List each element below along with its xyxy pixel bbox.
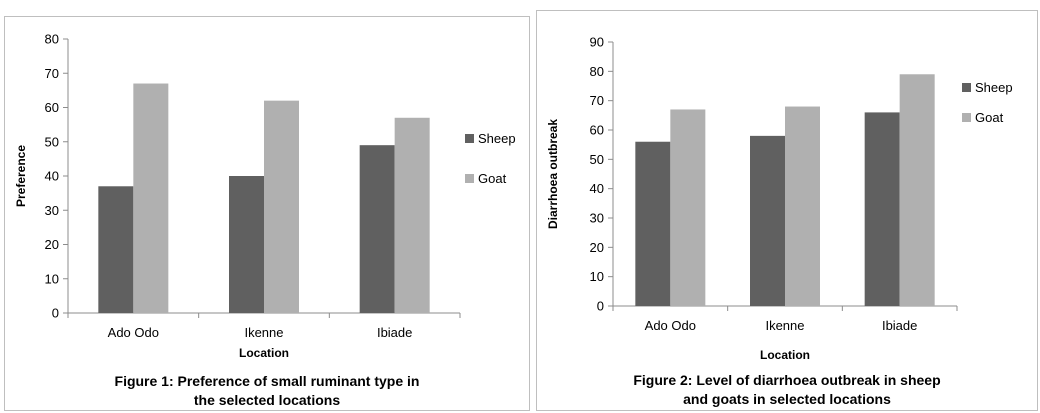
legend-swatch-sheep [465, 134, 474, 143]
y-tick-label: 60 [45, 100, 59, 115]
bar-sheep-ado-odo [98, 186, 134, 313]
legend-swatch-goat [465, 174, 474, 183]
y-tick-label: 70 [45, 66, 59, 81]
y-tick-label: 20 [590, 240, 604, 255]
x-tick-label: Ikenne [765, 318, 804, 333]
legend-label-sheep: Sheep [478, 131, 516, 146]
y-tick-label: 70 [590, 93, 604, 108]
figure-2-caption-line-1: Figure 2: Level of diarrhoea outbreak in… [633, 372, 941, 388]
bar-goat-ikenne [785, 106, 820, 307]
bar-sheep-ikenne [750, 135, 785, 306]
y-tick-label: 0 [52, 306, 59, 321]
chart-panel-1: 0 10 20 30 40 50 60 70 80 Ado Odo Ikenne Ibiade Loca… [4, 16, 530, 411]
x-axis-title: Location [239, 346, 289, 360]
bar-goat-ikenne [264, 100, 299, 314]
figure-1-caption-line-2: the selected locations [193, 392, 341, 408]
y-tick-label: 80 [590, 64, 604, 79]
y-tick-label: 90 [590, 35, 604, 50]
y-tick-label: 80 [45, 32, 59, 47]
y-tick-label: 30 [45, 203, 59, 218]
x-axis-title: Location [760, 348, 810, 362]
y-tick-label: 0 [597, 299, 604, 314]
y-tick-label: 20 [45, 237, 59, 252]
bar-goat-ibiade [899, 74, 935, 306]
x-tick-label: Ikenne [244, 325, 283, 340]
x-tick-label: Ibiade [882, 318, 917, 333]
bar-sheep-ibiade [359, 145, 395, 313]
bar-goat-ibiade [394, 117, 430, 314]
chart-panel-2: 0 10 20 30 40 50 60 70 80 90 Ado Odo Ikenne Ibiade Lo… [536, 10, 1038, 411]
x-tick-label: Ado Odo [645, 318, 696, 333]
legend-swatch-goat [962, 113, 971, 122]
legend-swatch-sheep [962, 83, 971, 92]
bar-sheep-ado-odo [635, 141, 671, 306]
y-tick-label: 10 [45, 271, 59, 286]
figure-1-caption-line-1: Figure 1: Preference of small ruminant t… [114, 373, 420, 389]
legend-label-goat: Goat [975, 110, 1004, 125]
y-axis-title: Diarrhoea outbreak [546, 119, 560, 229]
bar-sheep-ikenne [229, 176, 264, 313]
diarrhoea-outbreak-chart: 0 10 20 30 40 50 60 70 80 90 Ado Odo Ikenne Ibiade Lo… [546, 35, 1013, 363]
y-axis-title: Preference [14, 145, 28, 207]
figure-2-caption: Figure 2: Level of diarrhoea outbreak in… [537, 371, 1037, 409]
bar-goat-ado-odo [670, 109, 706, 306]
figure-2-caption-line-2: and goats in selected locations [683, 391, 891, 407]
y-tick-label: 30 [590, 211, 604, 226]
legend-label-goat: Goat [478, 171, 507, 186]
y-tick-label: 40 [45, 169, 59, 184]
bar-goat-ado-odo [133, 83, 169, 314]
bar-sheep-ibiade [864, 112, 900, 307]
legend-label-sheep: Sheep [975, 80, 1013, 95]
y-tick-label: 50 [590, 152, 604, 167]
y-tick-label: 40 [590, 181, 604, 196]
preference-chart: 0 10 20 30 40 50 60 70 80 Ado Odo Ikenne Ibiade Loca… [14, 32, 516, 361]
figure-1-caption: Figure 1: Preference of small ruminant t… [5, 372, 529, 410]
x-tick-label: Ibiade [377, 325, 412, 340]
y-tick-label: 60 [590, 123, 604, 138]
y-tick-label: 50 [45, 134, 59, 149]
x-tick-label: Ado Odo [108, 325, 159, 340]
y-tick-label: 10 [590, 269, 604, 284]
